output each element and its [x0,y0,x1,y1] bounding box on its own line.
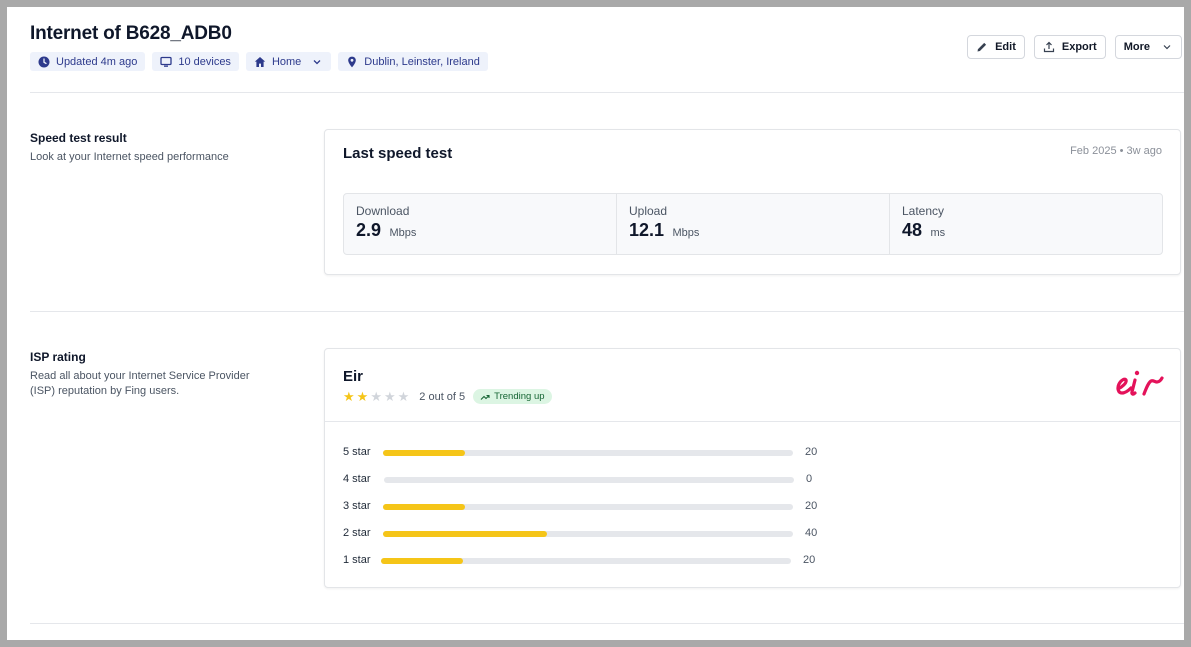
speed-section-description: Look at your Internet speed performance [30,151,229,163]
updated-label: Updated 4m ago [56,55,138,68]
download-label: Download [356,204,410,218]
latency-metric: Latency 48 ms [890,194,1162,254]
home-icon [254,56,266,68]
page-frame: Internet of B628_ADB0 Updated 4m ago 10 … [7,7,1184,640]
network-type-label: Home [271,55,302,68]
chevron-down-icon [311,56,323,68]
rating-text: 2 out of 5 [419,390,466,403]
upload-icon [1043,41,1055,53]
star-icon: ★ [370,389,382,404]
eir-logo [1114,367,1164,408]
rating-row-count: 20 [803,554,816,566]
speed-card-title: Last speed test [343,145,453,162]
export-label: Export [1061,41,1097,53]
more-button[interactable]: More [1114,35,1182,59]
section-divider [30,311,1184,312]
location-pin-icon [346,56,358,68]
download-value: 2.9 [356,220,382,240]
isp-section-description: Read all about your Internet Service Pro… [30,370,250,397]
trend-label: Trending up [494,391,545,402]
speed-test-date: Feb 2025 • 3w ago [1070,145,1162,157]
speed-test-card: Last speed test Feb 2025 • 3w ago Downlo… [324,129,1181,275]
isp-name: Eir [343,368,364,385]
download-metric: Download 2.9 Mbps [344,194,617,254]
edit-label: Edit [995,41,1016,53]
isp-star-rating: ★ ★ ★ ★ ★ 2 out of 5 Trending up [343,389,552,404]
header-actions: Edit Export More [967,35,1182,59]
rating-row-label: 4 star [343,473,371,485]
speed-metrics: Download 2.9 Mbps Upload 12.1 Mbps Laten… [343,193,1163,255]
rating-row-count: 0 [806,473,813,485]
rating-row-2: 2 star 40 [343,527,843,541]
latency-label: Latency [902,204,945,218]
devices-label: 10 devices [178,55,231,68]
upload-metric: Upload 12.1 Mbps [617,194,890,254]
monitor-icon [160,56,172,68]
chevron-down-icon [1161,41,1173,53]
rating-row-label: 1 star [343,554,371,566]
rating-bar-track [383,531,793,537]
rating-bar-track [383,504,793,510]
rating-bar-track [381,558,791,564]
rating-row-label: 2 star [343,527,371,539]
isp-section-title: ISP rating [30,350,86,364]
card-divider [325,421,1180,422]
rating-row-4: 4 star 0 [343,473,843,487]
star-icon: ★ [343,389,355,404]
location-chip: Dublin, Leinster, Ireland [338,52,488,71]
header-chips: Updated 4m ago 10 devices Home Dublin, L… [30,52,488,71]
rating-bar-track [383,450,793,456]
rating-bar-fill [383,531,547,537]
network-type-dropdown[interactable]: Home [245,52,332,71]
rating-row-count: 20 [805,446,818,458]
updated-chip: Updated 4m ago [30,52,146,71]
upload-value: 12.1 [629,220,665,240]
rating-row-count: 20 [805,500,818,512]
bottom-divider [30,623,1184,624]
more-label: More [1123,41,1150,53]
upload-unit: Mbps [672,227,700,239]
trend-badge: Trending up [473,389,552,404]
edit-button[interactable]: Edit [967,35,1025,59]
isp-rating-card: Eir ★ ★ ★ ★ ★ 2 out of 5 Trending up [324,348,1181,588]
clock-icon [38,56,50,68]
rating-bar-track [384,477,794,483]
location-label: Dublin, Leinster, Ireland [364,55,480,68]
export-button[interactable]: Export [1033,35,1106,59]
star-icon: ★ [356,389,369,404]
rating-row-1: 1 star 20 [343,554,843,568]
latency-unit: ms [930,227,946,239]
rating-row-label: 3 star [343,500,371,512]
header-divider [30,92,1184,93]
rating-row-5: 5 star 20 [343,446,843,460]
download-unit: Mbps [389,227,417,239]
rating-bar-fill [381,558,463,564]
rating-row-3: 3 star 20 [343,500,843,514]
star-icon: ★ [383,389,396,404]
trending-up-icon [480,392,490,402]
devices-chip[interactable]: 10 devices [152,52,239,71]
page-title: Internet of B628_ADB0 [30,23,232,44]
pencil-icon [976,41,988,53]
rating-row-count: 40 [805,527,818,539]
rating-row-label: 5 star [343,446,371,458]
rating-bar-fill [383,504,465,510]
speed-section-title: Speed test result [30,131,127,145]
rating-bar-fill [383,450,465,456]
latency-value: 48 [902,220,923,240]
upload-label: Upload [629,204,668,218]
star-icon: ★ [397,389,410,404]
